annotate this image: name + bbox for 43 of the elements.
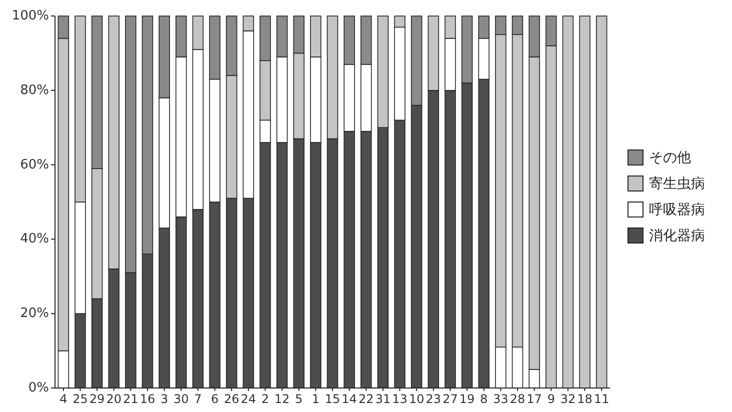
x-tick-label: 20	[106, 392, 122, 406]
legend-label: 消化器病	[649, 228, 705, 244]
x-tick-label: 30	[173, 392, 189, 406]
y-tick-label: 0%	[28, 380, 49, 396]
x-tick-label: 22	[358, 392, 374, 406]
x-tick-label: 17	[526, 392, 542, 406]
legend-label: その他	[649, 150, 691, 166]
x-tick-label: 12	[274, 392, 290, 406]
x-tick-label: 11	[594, 392, 610, 406]
x-tick-label: 24	[240, 392, 256, 406]
x-tick-label: 19	[459, 392, 475, 406]
y-tick-label: 100%	[12, 8, 49, 24]
legend-label: 呼吸器病	[649, 202, 705, 218]
x-tick-label: 6	[210, 392, 219, 406]
x-tick-label: 18	[577, 392, 592, 406]
x-tick-label: 29	[89, 392, 105, 406]
x-tick-label: 10	[408, 392, 424, 406]
x-tick-label: 25	[72, 392, 88, 406]
y-tick-label: 60%	[20, 157, 49, 172]
y-tick-label: 40%	[20, 232, 49, 247]
x-tick-label: 13	[392, 392, 408, 406]
y-tick-label: 80%	[20, 82, 49, 98]
x-tick-label: 9	[547, 392, 555, 406]
x-tick-label: 14	[342, 392, 357, 406]
x-tick-label: 5	[295, 392, 303, 406]
y-tick-label: 20%	[20, 306, 49, 322]
x-tick-label: 32	[560, 392, 576, 406]
x-tick-label: 3	[160, 392, 168, 406]
x-tick-label: 26	[224, 392, 240, 406]
x-tick-label: 15	[324, 392, 340, 406]
x-tick-label: 27	[442, 392, 458, 406]
x-tick-label: 16	[140, 392, 156, 406]
x-tick-label: 2	[261, 392, 270, 406]
x-tick-label: 31	[375, 392, 391, 406]
x-tick-label: 7	[194, 392, 202, 406]
legend-label: 寄生虫病	[649, 176, 705, 192]
x-tick-label: 21	[123, 392, 138, 406]
x-tick-label: 33	[493, 392, 508, 406]
x-tick-label: 28	[510, 392, 526, 406]
x-tick-label: 4	[60, 392, 68, 406]
x-tick-label: 1	[312, 392, 320, 406]
x-tick-label: 8	[480, 392, 488, 406]
x-tick-label: 23	[426, 392, 442, 406]
